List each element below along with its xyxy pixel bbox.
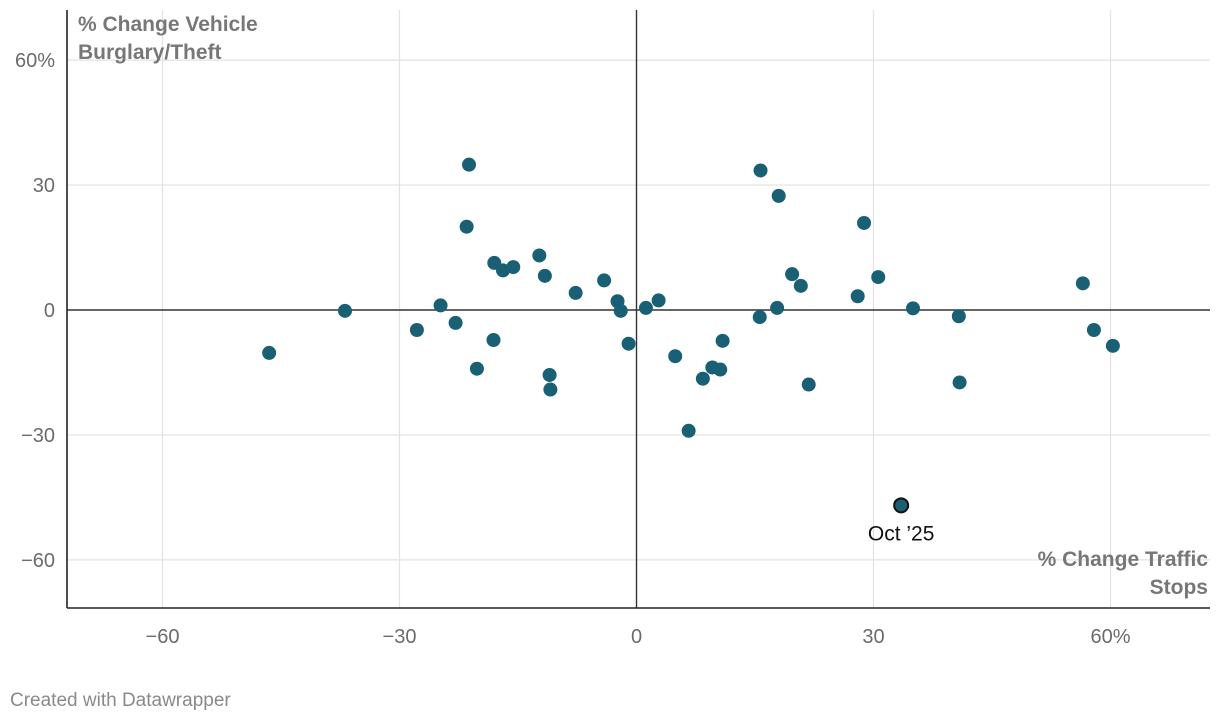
data-point xyxy=(952,375,967,390)
tick-label-layer: −60 −30 0 30 60% −60 −30 0 30 60% xyxy=(15,50,1131,648)
data-point xyxy=(409,322,424,337)
x-tick-label: −60 xyxy=(146,626,180,648)
data-point xyxy=(857,215,872,230)
data-point xyxy=(651,293,666,308)
y-axis-title: Burglary/Theft xyxy=(78,41,222,64)
y-tick-label: −30 xyxy=(21,425,55,447)
data-point xyxy=(752,310,767,325)
data-point xyxy=(695,371,710,386)
data-point xyxy=(801,377,816,392)
highlight-point xyxy=(893,497,910,514)
data-point xyxy=(469,361,484,376)
axis-title-layer: % Change Vehicle Burglary/Theft % Change T… xyxy=(78,13,1208,599)
data-point xyxy=(638,300,653,315)
highlight-layer: Oct ’25 xyxy=(868,497,935,545)
y-tick-label: 30 xyxy=(33,175,55,197)
data-point xyxy=(621,336,636,351)
data-point xyxy=(951,309,966,324)
y-tick-label: −60 xyxy=(21,550,55,572)
data-point xyxy=(462,157,477,172)
data-point xyxy=(793,278,808,293)
data-point xyxy=(1075,276,1090,291)
data-point xyxy=(459,219,474,234)
data-point xyxy=(715,333,730,348)
data-point xyxy=(668,349,683,364)
data-point xyxy=(850,289,865,304)
data-point xyxy=(542,367,557,382)
x-tick-label: 0 xyxy=(631,626,642,648)
y-axis-title: % Change Vehicle xyxy=(78,13,258,36)
credit-text[interactable]: Created with Datawrapper xyxy=(10,690,231,711)
data-point xyxy=(771,188,786,203)
data-point xyxy=(537,268,552,283)
data-point xyxy=(543,382,558,397)
scatter-chart: Oct ’25 −60 −30 0 30 60% −60 −30 0 30 60% % Chang… xyxy=(15,10,1210,648)
data-point xyxy=(871,270,886,285)
x-axis-title: % Change Traffic xyxy=(1038,548,1209,571)
data-point xyxy=(1086,322,1101,337)
x-tick-label: 30 xyxy=(862,626,884,648)
data-point xyxy=(1105,338,1120,353)
y-tick-label: 60% xyxy=(15,50,55,72)
data-point xyxy=(713,362,728,377)
axis-layer xyxy=(66,10,1210,609)
x-axis-title: Stops xyxy=(1150,576,1208,599)
data-point xyxy=(337,303,352,318)
data-point xyxy=(906,301,920,316)
x-tick-label: −30 xyxy=(383,626,417,648)
data-point xyxy=(785,267,800,282)
grid-layer xyxy=(67,10,1210,608)
data-point xyxy=(753,163,768,178)
data-point xyxy=(486,332,501,347)
data-point xyxy=(568,285,583,300)
x-tick-label: 60% xyxy=(1090,626,1130,648)
data-point xyxy=(597,273,612,288)
data-point xyxy=(613,303,628,318)
data-point xyxy=(770,300,785,315)
points-layer xyxy=(262,157,1120,438)
data-point xyxy=(262,345,277,360)
data-point xyxy=(448,315,463,330)
data-point xyxy=(681,423,696,438)
y-tick-label: 0 xyxy=(44,300,55,322)
data-point xyxy=(433,298,448,313)
data-point xyxy=(532,248,547,263)
highlight-label: Oct ’25 xyxy=(868,522,935,545)
data-point xyxy=(506,260,521,275)
